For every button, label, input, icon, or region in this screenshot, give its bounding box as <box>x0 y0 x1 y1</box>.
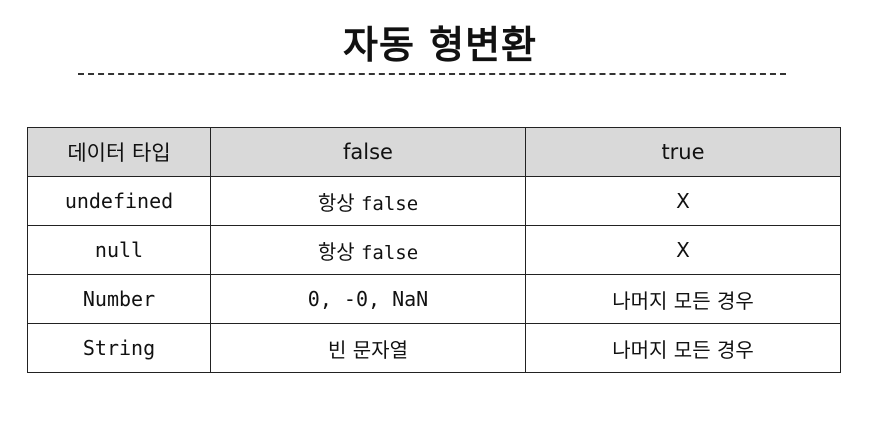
cell-true: 나머지 모든 경우 <box>525 323 841 373</box>
table-row: null 항상 false X <box>27 225 841 275</box>
cell-false: 0, -0, NaN <box>210 274 526 324</box>
table-row: String 빈 문자열 나머지 모든 경우 <box>27 323 841 373</box>
cell-false-value: false <box>360 241 419 264</box>
page-title: 자동 형변환 <box>342 23 538 67</box>
cell-true: 나머지 모든 경우 <box>525 274 841 324</box>
table-row: Number 0, -0, NaN 나머지 모든 경우 <box>27 274 841 324</box>
cell-false-prefix: 항상 <box>317 190 355 215</box>
cell-type: String <box>27 323 211 373</box>
header-false: false <box>210 127 526 177</box>
conversion-table: 데이터 타입 false true undefined 항상 false X n… <box>27 127 841 373</box>
cell-false: 빈 문자열 <box>210 323 526 373</box>
cell-false: 항상 false <box>210 225 526 275</box>
header-data-type: 데이터 타입 <box>27 127 211 177</box>
table-row: undefined 항상 false X <box>27 176 841 226</box>
table-header-row: 데이터 타입 false true <box>27 127 841 177</box>
cell-false-value: false <box>360 192 419 215</box>
cell-true: X <box>525 176 841 226</box>
cell-type: Number <box>27 274 211 324</box>
cell-type: null <box>27 225 211 275</box>
cell-false-prefix: 항상 <box>317 239 355 264</box>
header-true: true <box>525 127 841 177</box>
cell-false: 항상 false <box>210 176 526 226</box>
cell-true: X <box>525 225 841 275</box>
cell-type: undefined <box>27 176 211 226</box>
title-divider <box>78 73 786 75</box>
